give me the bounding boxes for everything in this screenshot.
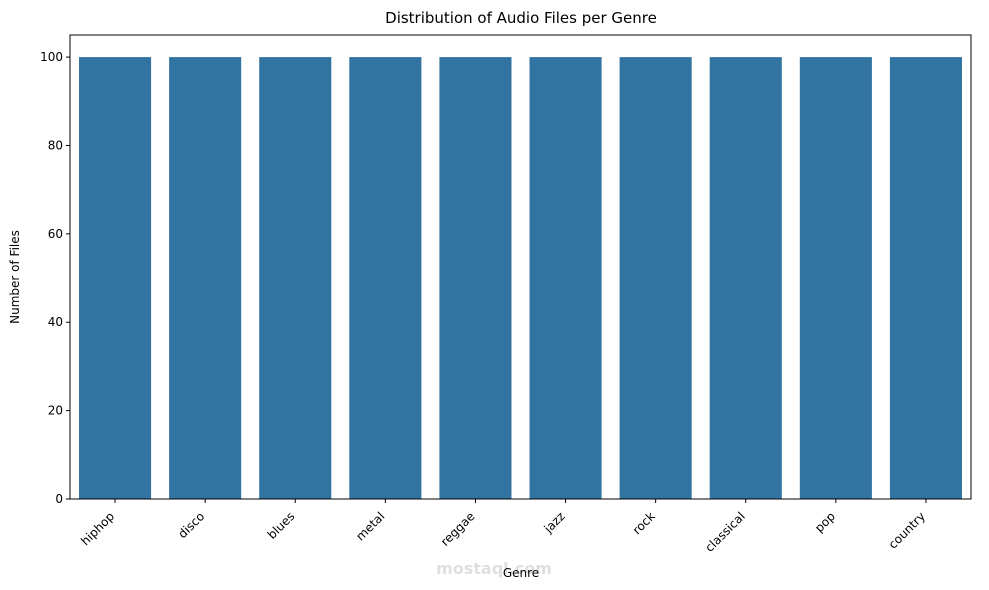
plot-area: 0 20 40 60 80 100 hiphop disco blues metal reggae j… [40,34,972,555]
bar-blues [259,57,332,499]
bar-pop [799,57,872,499]
bar-metal [349,57,422,499]
y-tick-label-40: 40 [48,315,63,329]
bar-hiphop [79,57,152,499]
x-tick-label-metal: metal [353,509,387,543]
bar-rock [619,57,692,499]
x-tick-label-disco: disco [175,509,207,541]
y-tick-label-20: 20 [48,404,63,418]
y-tick-label-60: 60 [48,227,63,241]
y-tick-label-80: 80 [48,138,63,152]
x-tick-label-pop: pop [812,509,838,535]
x-tick-label-classical: classical [702,509,748,555]
bar-jazz [529,57,602,499]
y-axis-label: Number of Files [8,230,22,324]
x-tick-label-jazz: jazz [541,509,568,536]
x-tick-label-country: country [886,509,928,551]
y-tick-label-0: 0 [55,492,63,506]
watermark: mostaql.com [436,559,552,578]
x-tick-label-reggae: reggae [438,509,478,549]
chart-title: Distribution of Audio Files per Genre [385,9,657,27]
bar-disco [169,57,242,499]
x-tick-label-blues: blues [265,509,298,542]
plot-frame [69,34,972,500]
y-tick-label-100: 100 [40,50,63,64]
bar-classical [709,57,782,499]
x-axis-label: Genre [503,566,539,580]
bar-country [889,57,962,499]
x-tick-label-hiphop: hiphop [78,509,117,548]
x-tick-label-rock: rock [630,509,658,537]
bar-reggae [439,57,512,499]
